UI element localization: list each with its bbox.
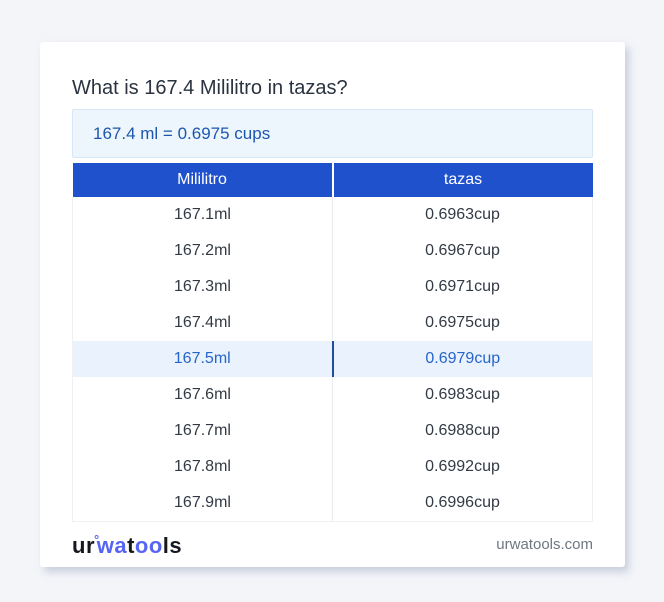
cup-value: 0.6983cup (332, 377, 593, 413)
table-row[interactable]: 167.1ml 0.6963cup (72, 197, 593, 233)
converter-card: What is 167.4 Mililitro in tazas? 167.4 … (40, 42, 625, 567)
ml-value: 167.2ml (72, 233, 333, 269)
conversion-table-body: 167.1ml 0.6963cup 167.2ml 0.6967cup 167.… (72, 197, 593, 522)
cup-value: 0.6988cup (332, 413, 593, 449)
conversion-result-box: 167.4 ml = 0.6975 cups (72, 109, 593, 158)
cup-value: 0.6992cup (332, 449, 593, 485)
logo-text-segment: ur (72, 532, 95, 558)
table-row[interactable]: 167.3ml 0.6971cup (72, 269, 593, 305)
table-row[interactable]: 167.8ml 0.6992cup (72, 449, 593, 485)
ml-value: 167.8ml (72, 449, 333, 485)
ml-value: 167.3ml (72, 269, 333, 305)
header-mililitro: Mililitro (72, 163, 333, 197)
conversion-table-header: Mililitro tazas (72, 163, 593, 197)
table-row[interactable]: 167.4ml 0.6975cup (72, 305, 593, 341)
table-row[interactable]: 167.7ml 0.6988cup (72, 413, 593, 449)
conversion-result-text: 167.4 ml = 0.6975 cups (93, 123, 271, 143)
ml-value: 167.1ml (72, 197, 333, 233)
ml-value: 167.9ml (72, 485, 333, 522)
logo-text-segment: wa (96, 532, 128, 558)
ml-value: 167.6ml (72, 377, 333, 413)
cup-value: 0.6996cup (332, 485, 593, 522)
cup-value: 0.6979cup (331, 341, 593, 377)
ml-value: 167.5ml (72, 341, 333, 377)
header-tazas: tazas (331, 163, 593, 197)
logo-text-segment: oo (134, 532, 163, 558)
site-url-text: urwatools.com (496, 536, 593, 553)
cup-value: 0.6975cup (332, 305, 593, 341)
table-row-highlighted[interactable]: 167.5ml 0.6979cup (72, 341, 593, 377)
logo-degree-icon: ° (94, 531, 100, 547)
cup-value: 0.6967cup (332, 233, 593, 269)
table-row[interactable]: 167.6ml 0.6983cup (72, 377, 593, 413)
table-row[interactable]: 167.9ml 0.6996cup (72, 485, 593, 522)
ml-value: 167.7ml (72, 413, 333, 449)
ml-value: 167.4ml (72, 305, 333, 341)
urwatools-logo[interactable]: ur°watools (72, 533, 182, 557)
conversion-table: Mililitro tazas 167.1ml 0.6963cup 167.2m… (72, 163, 593, 522)
page-title: What is 167.4 Mililitro in tazas? (72, 77, 348, 99)
cup-value: 0.6963cup (332, 197, 593, 233)
logo-text-segment: t (127, 532, 135, 558)
logo-text-segment: ls (162, 532, 183, 558)
card-footer: ur°watools urwatools.com (72, 522, 593, 568)
cup-value: 0.6971cup (332, 269, 593, 305)
table-row[interactable]: 167.2ml 0.6967cup (72, 233, 593, 269)
